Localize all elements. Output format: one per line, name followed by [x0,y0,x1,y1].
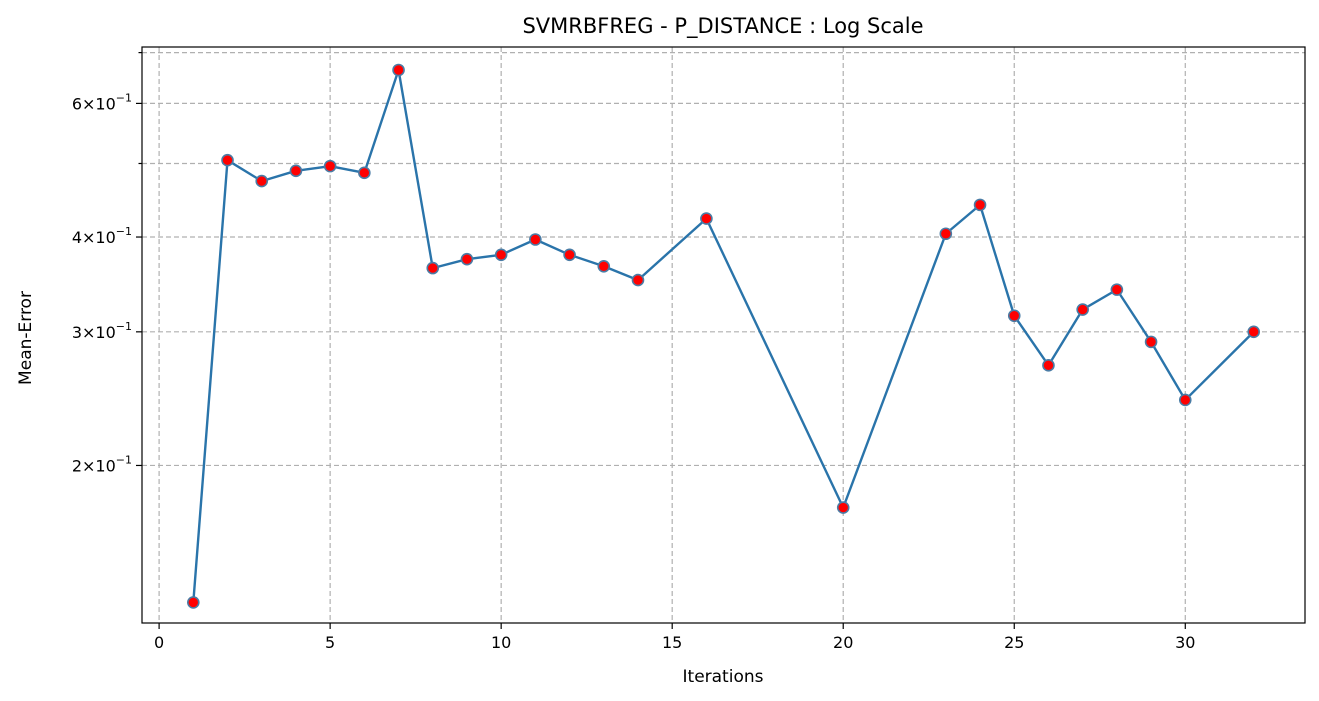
y-axis-label: Mean-Error [16,291,36,385]
data-point [1247,325,1260,339]
data-point [973,198,987,212]
data-point [187,596,200,609]
data-point [939,227,953,241]
data-point [700,212,713,225]
data-point [392,63,405,77]
data-point [426,261,440,275]
y-tick-label: 2×10−1 [72,453,132,475]
data-point [323,159,337,173]
data-point [358,166,371,180]
x-axis-ticks: 0 5 10 15 20 25 30 [154,623,1195,652]
data-point [631,273,645,287]
y-tick-label: 3×10−1 [72,320,132,342]
y-tick-label: 4×10−1 [72,225,132,247]
data-point [494,248,508,262]
y-tick-label: 6×10−1 [72,91,132,113]
x-tick-label: 30 [1175,633,1195,652]
x-tick-label: 20 [833,633,853,652]
data-point [255,174,269,188]
data-point [1110,283,1124,296]
data-point [563,248,576,262]
data-point [836,501,850,514]
chart-title: SVMRBFREG - P_DISTANCE : Log Scale [522,14,923,39]
grid [142,47,1305,623]
data-point [597,260,611,273]
data-point [460,252,474,266]
x-tick-label: 25 [1004,633,1024,652]
x-tick-label: 5 [325,633,335,652]
x-tick-label: 15 [662,633,682,652]
data-point [1007,309,1021,323]
data-point [1042,359,1055,372]
data-point [1178,393,1192,407]
data-point [1076,303,1089,316]
data-point [529,233,542,246]
plot-background [142,47,1305,623]
x-axis-label: Iterations [683,667,764,687]
data-point [221,153,234,167]
data-point [1144,335,1158,349]
x-tick-label: 0 [154,633,164,652]
plot-frame [141,46,1306,624]
series [187,63,1260,609]
x-tick-label: 10 [491,633,511,652]
data-point [289,164,303,178]
y-axis-ticks: 6×10−1 4×10−1 3×10−1 2×10−1 [72,52,142,475]
